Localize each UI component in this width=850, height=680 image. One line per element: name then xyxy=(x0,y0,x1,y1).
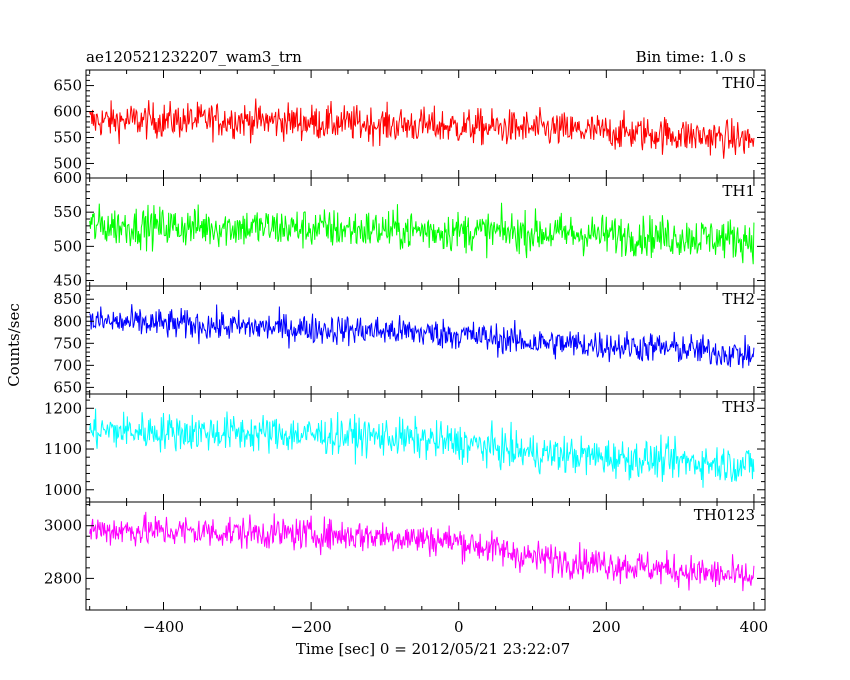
panel-frame xyxy=(85,285,766,395)
panel-group: 500 550 600 650 TH0 450 500 550 600 TH1 650 700 750 8… xyxy=(44,69,769,636)
panel-th0: 500 550 600 650 TH0 xyxy=(53,69,766,179)
x-axis-label: Time [sec] 0 = 2012/05/21 23:22:07 xyxy=(296,640,570,658)
panel-frame xyxy=(85,501,766,611)
x-tick-label: 400 xyxy=(740,618,769,636)
y-tick-label: 600 xyxy=(53,103,82,121)
panel-label: TH3 xyxy=(722,398,755,416)
chart-title: ae120521232207_wam3_trn xyxy=(86,48,302,66)
panel-label: TH2 xyxy=(722,290,755,308)
y-tick-label: 1200 xyxy=(44,399,82,417)
y-tick-label: 3000 xyxy=(44,517,82,535)
x-tick-label: −400 xyxy=(143,618,184,636)
y-tick-label: 600 xyxy=(53,169,82,187)
y-tick-label: 2800 xyxy=(44,569,82,587)
panel-th1: 450 500 550 600 TH1 xyxy=(53,169,766,290)
panel-label: TH0 xyxy=(722,74,755,92)
y-tick-label: 550 xyxy=(53,129,82,147)
series-line-th0 xyxy=(89,98,755,159)
series-line-th1 xyxy=(89,202,755,265)
x-tick-label: 200 xyxy=(592,618,621,636)
y-tick-label: 850 xyxy=(53,290,82,308)
y-tick-label: 500 xyxy=(53,237,82,255)
panel-th3: 1000 1100 1200 TH3 xyxy=(44,393,766,503)
series-line-th2 xyxy=(89,304,755,369)
panel-th0123: 2800 3000 TH0123 xyxy=(44,501,766,611)
x-tick-label: 0 xyxy=(454,618,464,636)
x-tick-label: −200 xyxy=(291,618,332,636)
bin-time-label: Bin time: 1.0 s xyxy=(636,48,746,66)
panel-label: TH0123 xyxy=(694,506,755,524)
y-tick-label: 650 xyxy=(53,378,82,396)
y-tick-label: 1000 xyxy=(44,481,82,499)
y-tick-label: 800 xyxy=(53,312,82,330)
y-axis-label: Counts/sec xyxy=(5,303,23,387)
y-tick-label: 750 xyxy=(53,334,82,352)
y-tick-label: 550 xyxy=(53,203,82,221)
y-tick-label: 650 xyxy=(53,77,82,95)
panel-label: TH1 xyxy=(722,182,755,200)
y-tick-label: 500 xyxy=(53,154,82,172)
series-line-th3 xyxy=(89,408,755,488)
series-line-th0123 xyxy=(89,511,755,592)
y-tick-label: 1100 xyxy=(44,440,82,458)
y-tick-label: 700 xyxy=(53,356,82,374)
panel-th2: 650 700 750 800 850 TH2 xyxy=(53,285,766,396)
y-tick-label: 450 xyxy=(53,272,82,290)
